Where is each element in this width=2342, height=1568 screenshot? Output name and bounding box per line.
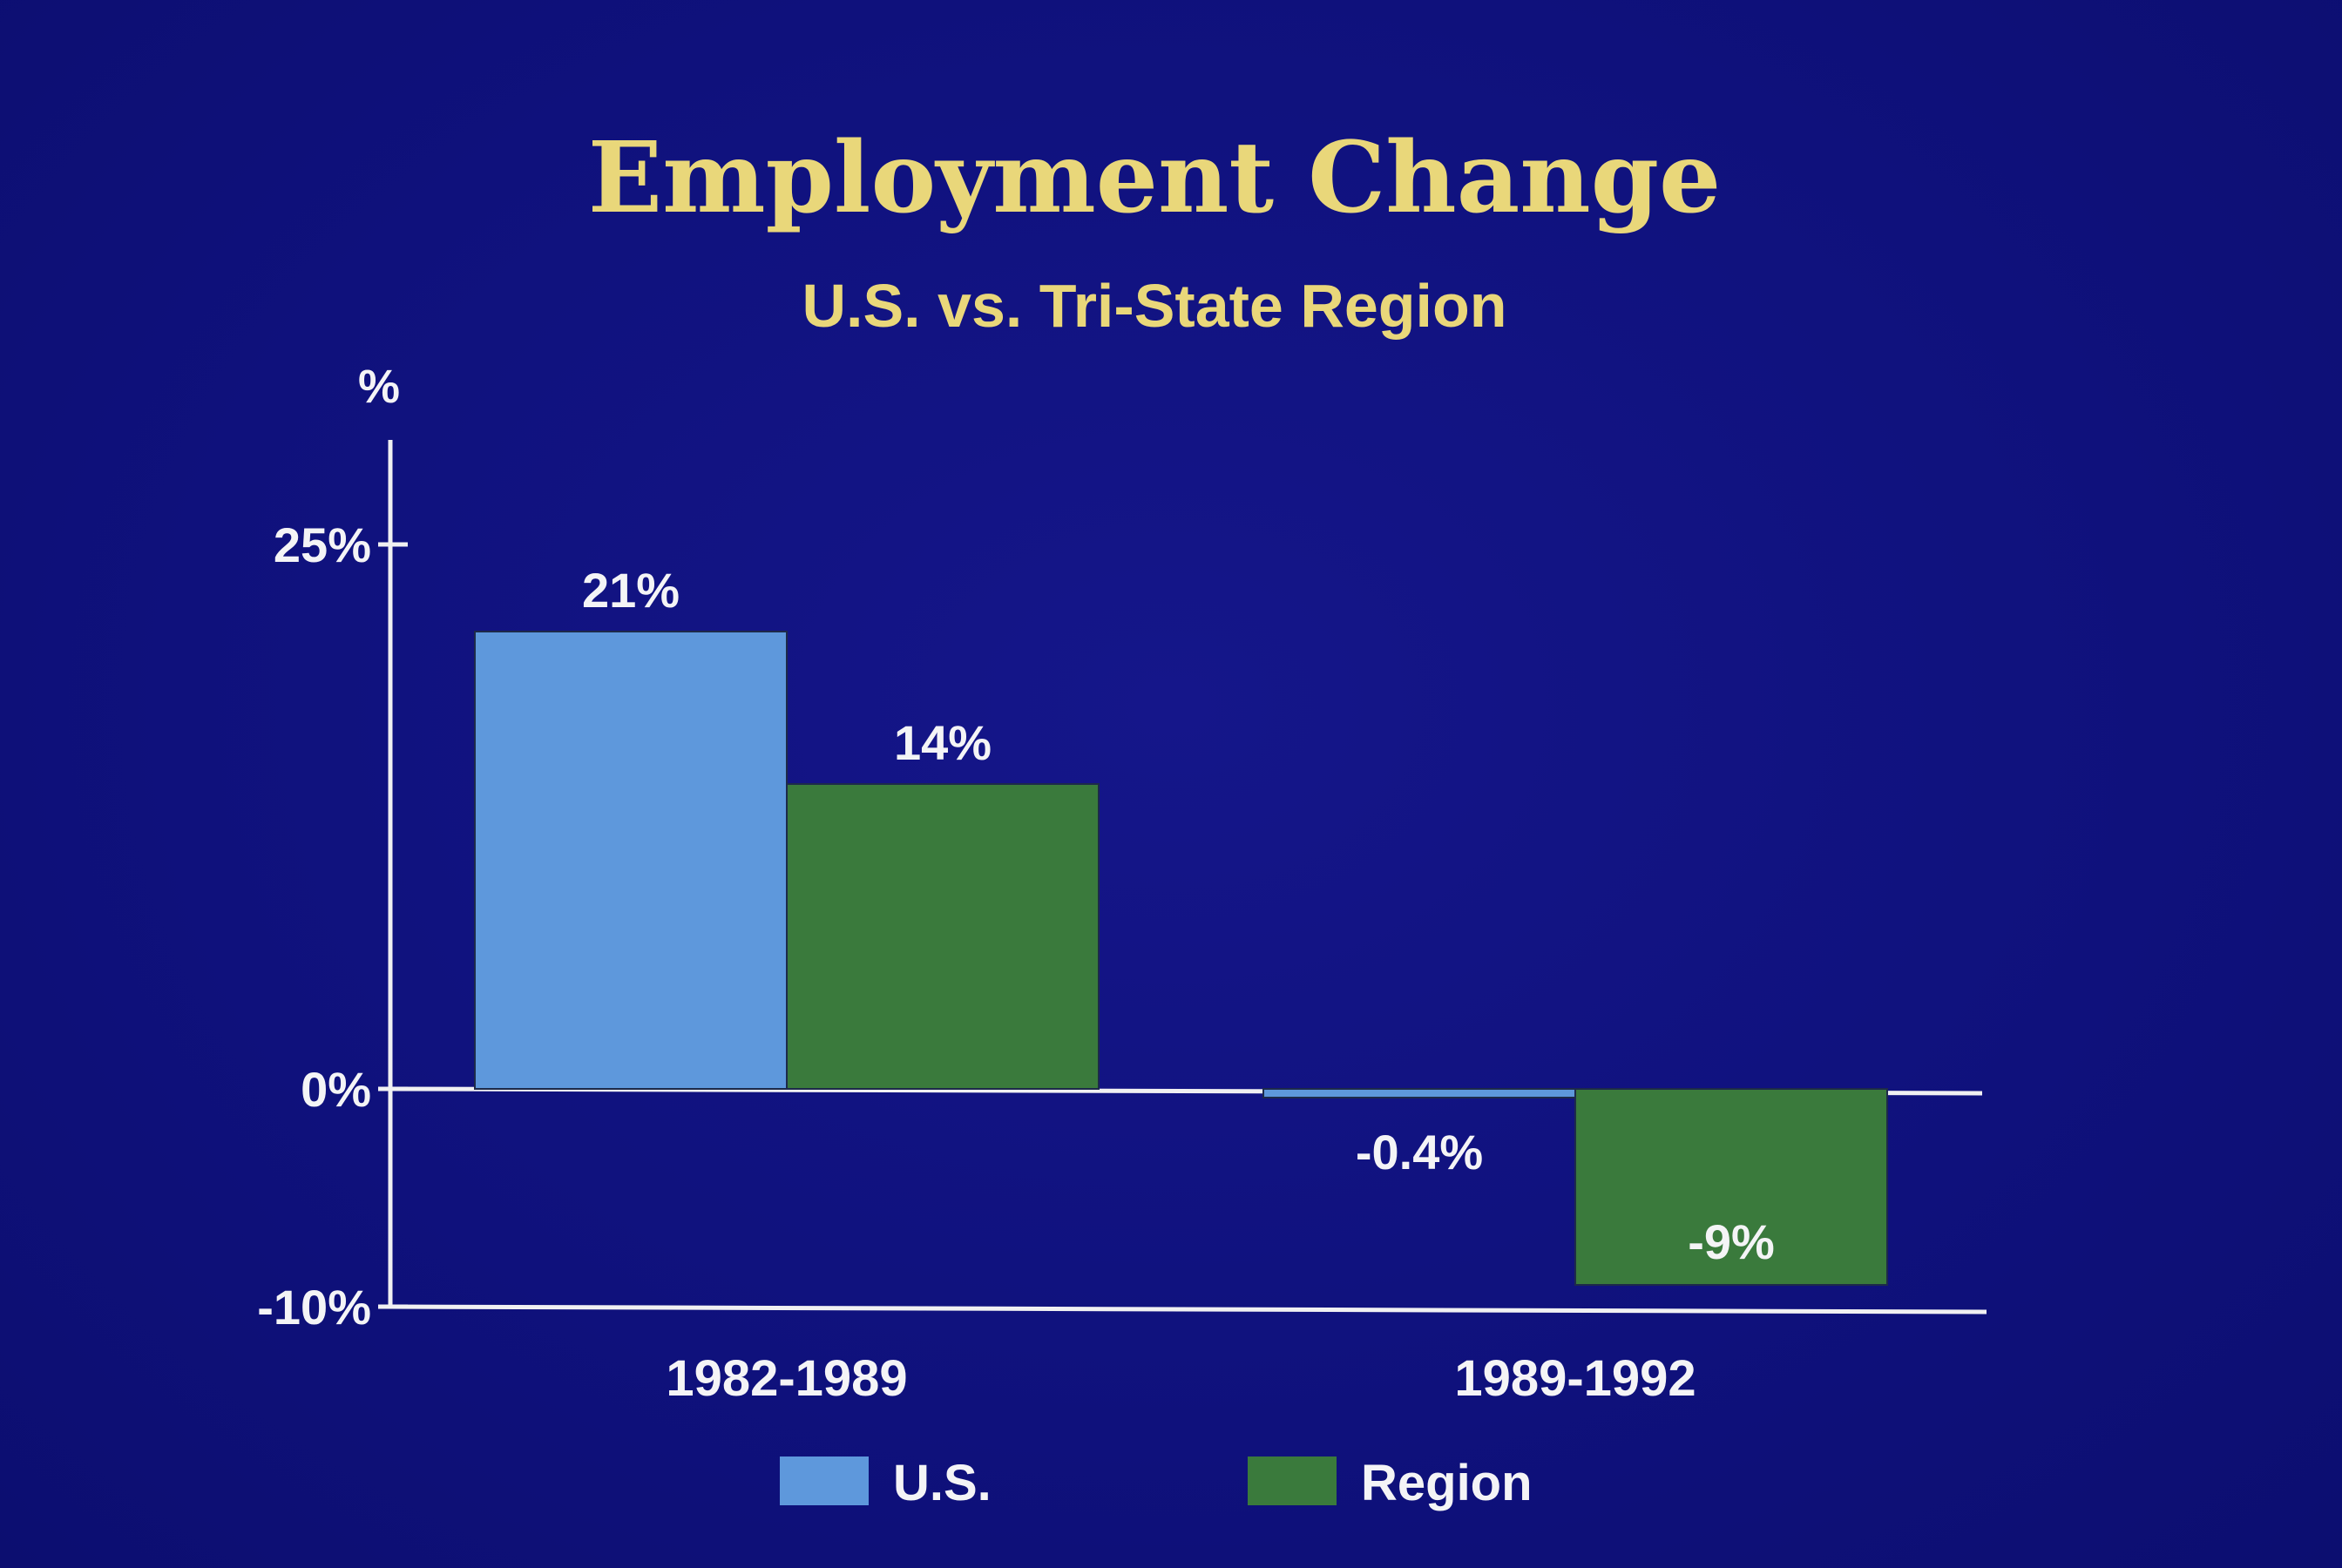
legend-swatch <box>1248 1456 1337 1505</box>
y-tick-label: 25% <box>274 517 371 572</box>
data-label: 21% <box>582 563 680 618</box>
data-label: 14% <box>894 715 992 770</box>
bar-region-1989-1992 <box>1574 1088 1888 1286</box>
chart-title: Employment Change <box>588 121 1722 235</box>
x-tick-label: 1982-1989 <box>666 1350 907 1407</box>
y-tick-label: -10% <box>257 1280 371 1335</box>
bar-region-1982-1989 <box>786 783 1100 1090</box>
data-label: -9% <box>1688 1214 1775 1269</box>
x-tick-label: 1989-1992 <box>1454 1350 1696 1407</box>
legend-label: Region <box>1361 1455 1533 1511</box>
y-axis-label: % <box>358 361 400 413</box>
legend-label: U.S. <box>893 1455 992 1511</box>
chart-subtitle: U.S. vs. Tri-State Region <box>802 272 1506 340</box>
legend-swatch <box>780 1456 869 1505</box>
bar-u-s--1982-1989 <box>474 631 788 1090</box>
x-axis-line <box>389 1304 1987 1315</box>
y-tick-label: 0% <box>301 1062 371 1117</box>
data-label: -0.4% <box>1356 1125 1483 1179</box>
bar-u-s--1989-1992 <box>1262 1088 1576 1098</box>
